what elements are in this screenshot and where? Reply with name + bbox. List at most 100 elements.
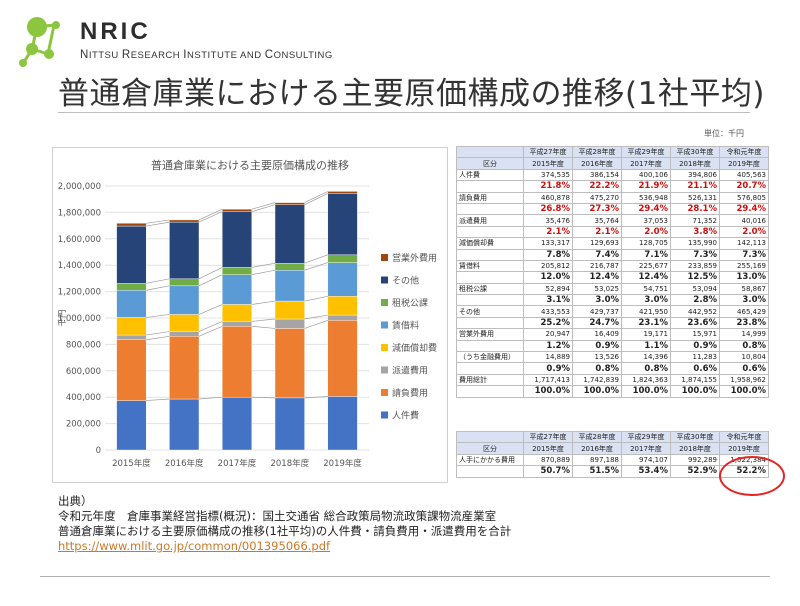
table-cell: 536,948 [621, 191, 671, 204]
row-label-empty [456, 317, 524, 330]
row-label: （うち金融費用） [456, 351, 524, 364]
table-row: 人手にかかる費用 870,889 897,188 974,107 992,289 1,02… [456, 453, 769, 467]
series-connector-line [251, 396, 276, 399]
bar-segment [169, 278, 200, 287]
percent-cell: 50.7% [523, 465, 573, 478]
footer-divider [40, 576, 770, 577]
table-cell: 20,947 [523, 328, 573, 341]
table-row: 租税公課 52,894 53,025 54,751 53,094 58,867 [456, 282, 769, 296]
percent-cell: 2.1% [523, 225, 573, 239]
y-tick-label: 400,000 [66, 393, 101, 403]
header-year-jp: 平成30年度 [670, 145, 720, 159]
source-line-2: 普通倉庫業における主要原価構成の推移(1社平均)の人件費・請負費用・派遣費用を合… [58, 524, 512, 538]
bar-segment [222, 396, 252, 451]
series-connector-line [251, 204, 276, 213]
table-cell: 233,859 [670, 259, 720, 273]
table-cell: 10,804 [719, 351, 769, 364]
bar-segment [274, 397, 305, 451]
bar-segment [274, 262, 305, 271]
legend-label: 派遣費用 [392, 365, 428, 377]
table-cell: 1,717,413 [523, 373, 573, 387]
table-row: その他 433,553 429,737 421,950 442,952 465,429 [456, 305, 769, 318]
table-cell: 16,409 [572, 328, 622, 341]
header-empty [456, 430, 524, 444]
table-cell: 54,751 [621, 282, 671, 296]
series-connector-line [198, 396, 223, 400]
row-label-empty [456, 249, 524, 261]
legend-label: 請負費用 [392, 387, 428, 399]
row-label: 営業外費用 [456, 328, 524, 341]
bar-segment [327, 254, 358, 263]
table-cell: 15,971 [670, 328, 720, 341]
table-cell: 1,958,962 [719, 373, 769, 387]
x-tick-label: 2015年度 [112, 458, 151, 469]
table-row-percent: 100.0% 100.0% 100.0% 100.0% 100.0% [456, 385, 769, 398]
percent-cell: 12.4% [572, 271, 622, 284]
percent-cell: 26.8% [523, 202, 573, 216]
series-connector-line [304, 191, 328, 203]
table-cell: 37,053 [621, 214, 671, 227]
series-connector-line [198, 211, 223, 223]
legend-swatch [381, 254, 388, 261]
percent-cell: 7.3% [670, 248, 720, 261]
percent-cell: 29.4% [719, 202, 769, 216]
row-label-empty [456, 203, 524, 216]
bar-segment [222, 267, 252, 275]
y-tick-label: 600,000 [66, 367, 101, 377]
percent-cell: 3.1% [523, 294, 573, 307]
percent-cell: 23.8% [719, 316, 769, 330]
table-cell: 974,107 [621, 453, 671, 467]
bar-segment [222, 274, 252, 305]
legend-swatch [381, 411, 388, 419]
percent-cell: 2.1% [572, 225, 622, 239]
bar-segment [327, 396, 358, 451]
percent-cell: 3.0% [621, 294, 671, 307]
percent-cell: 1.2% [523, 339, 573, 353]
percent-cell: 13.0% [719, 271, 769, 284]
bar-segment [274, 269, 305, 302]
bar-segment [116, 339, 147, 401]
bar-segment [116, 283, 147, 291]
table-header-jp: 平成27年度 平成28年度 平成29年度 平成30年度 令和元年度 [456, 145, 769, 159]
header-year: 2018年度 [670, 442, 720, 455]
legend-label: 減価償却費 [392, 342, 437, 354]
table-row: 減価償却費 133,317 129,693 128,705 135,990 142,113 [456, 237, 769, 250]
source-link[interactable]: https://www.mlit.go.jp/common/001395066.… [58, 539, 331, 553]
percent-cell: 0.8% [621, 362, 671, 375]
header-year: 2015年度 [523, 442, 573, 455]
series-connector-line [304, 295, 328, 302]
table-cell: 71,352 [670, 214, 720, 227]
series-connector-line [146, 278, 170, 284]
header-label: 区分 [456, 157, 524, 170]
table-row-percent: 7.8% 7.4% 7.1% 7.3% 7.3% [456, 248, 769, 261]
y-tick-label: 200,000 [66, 420, 101, 430]
percent-cell: 29.4% [621, 202, 671, 216]
percent-cell: 25.2% [523, 316, 573, 330]
header-empty [456, 145, 524, 159]
bar-segment [274, 204, 305, 264]
row-label-empty [456, 362, 524, 375]
percent-cell: 24.7% [572, 316, 622, 330]
series-connector-line [198, 274, 223, 287]
table-cell: 216,787 [572, 259, 622, 273]
percent-cell: 100.0% [621, 385, 671, 398]
bar-segment [169, 285, 200, 315]
legend-label: 人件費 [392, 410, 419, 422]
table-row: （うち金融費用） 14,889 13,526 14,396 11,283 10,804 [456, 351, 769, 364]
percent-cell: 51.5% [572, 465, 622, 478]
table-cell: 35,476 [523, 214, 573, 227]
cost-table: 平成27年度 平成28年度 平成29年度 平成30年度 令和元年度 区分 2015年度 201… [456, 145, 769, 398]
table-row-percent: 0.9% 0.8% 0.8% 0.6% 0.6% [456, 362, 769, 375]
series-connector-line [146, 398, 170, 401]
legend-label: 賃借料 [392, 320, 419, 332]
table-row: 派遣費用 35,476 35,764 37,053 71,352 40,016 [456, 214, 769, 227]
percent-cell: 52.9% [670, 465, 720, 478]
x-tick-label: 2019年度 [323, 458, 362, 469]
row-label: 人件費 [456, 168, 524, 182]
table-cell: 460,878 [523, 191, 573, 204]
percent-cell: 12.5% [670, 271, 720, 284]
table2-header-jp: 平成27年度 平成28年度 平成29年度 平成30年度 令和元年度 [456, 430, 769, 444]
percent-cell: 100.0% [719, 385, 769, 398]
percent-cell: 7.1% [621, 248, 671, 261]
brand-subtitle: NITTSU RESEARCH INSTITUTE AND CONSULTING [80, 49, 333, 61]
